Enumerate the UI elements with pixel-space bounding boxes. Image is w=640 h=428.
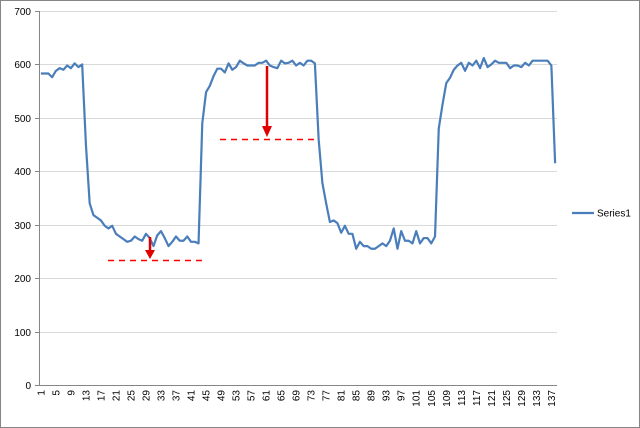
x-tick-label: 29 (141, 390, 152, 402)
y-tick-label: 600 (14, 60, 31, 71)
x-tick-label: 97 (397, 390, 408, 402)
y-tick-label: 200 (14, 274, 31, 285)
x-tick-label: 73 (307, 390, 318, 402)
y-tick-label: 300 (14, 221, 31, 232)
plot-area: 0 100 200 300 400 500 600 700 1 5 9 13 17 21 25 29 33 37 4… (14, 7, 558, 407)
x-tick-label: 65 (277, 390, 288, 402)
legend-label: Series1 (597, 209, 631, 220)
x-tick-label: 1 (36, 390, 47, 396)
x-tick-label: 25 (126, 390, 137, 402)
x-tick-label: 85 (352, 390, 363, 402)
x-tick-label: 89 (367, 390, 378, 402)
y-tick-label: 400 (14, 167, 31, 178)
x-tick-label: 101 (412, 390, 423, 407)
x-tick-label: 41 (187, 390, 198, 402)
y-tick-label: 0 (25, 381, 31, 392)
x-tick-label: 49 (217, 390, 228, 402)
x-tick-label: 57 (247, 390, 258, 402)
x-tick-label: 37 (172, 390, 183, 402)
x-tick-label: 113 (457, 390, 468, 406)
x-tick-label: 45 (202, 390, 213, 402)
x-tick-label: 137 (547, 390, 558, 407)
x-tick-label: 117 (472, 390, 483, 406)
x-tick-label: 33 (156, 390, 167, 402)
series-line (40, 56, 557, 250)
x-tick-label: 61 (262, 390, 273, 402)
x-tick-label: 13 (81, 390, 92, 402)
y-tick-label: 700 (14, 7, 31, 18)
x-tick-label: 81 (337, 390, 348, 402)
x-tick-label: 125 (502, 390, 513, 407)
x-tick-label: 105 (427, 390, 438, 407)
arrow-head (262, 126, 272, 137)
x-tick-label: 77 (322, 390, 333, 402)
x-tick-label: 17 (96, 390, 107, 402)
x-tick-label: 109 (442, 390, 453, 407)
x-tick-label: 93 (382, 390, 393, 402)
x-tick-label: 69 (292, 390, 303, 402)
arrow-head (145, 250, 155, 259)
x-tick-label: 53 (232, 390, 243, 402)
x-tick-label: 9 (66, 390, 77, 396)
y-tick-label: 500 (14, 114, 31, 125)
y-tick-label: 100 (14, 328, 31, 339)
annotations (108, 66, 318, 262)
x-tick-label: 5 (51, 390, 62, 396)
x-tick-label: 121 (487, 390, 498, 407)
x-tick-label: 129 (517, 390, 528, 407)
x-tick-label: 133 (532, 390, 543, 407)
x-tick-label: 21 (111, 390, 122, 402)
